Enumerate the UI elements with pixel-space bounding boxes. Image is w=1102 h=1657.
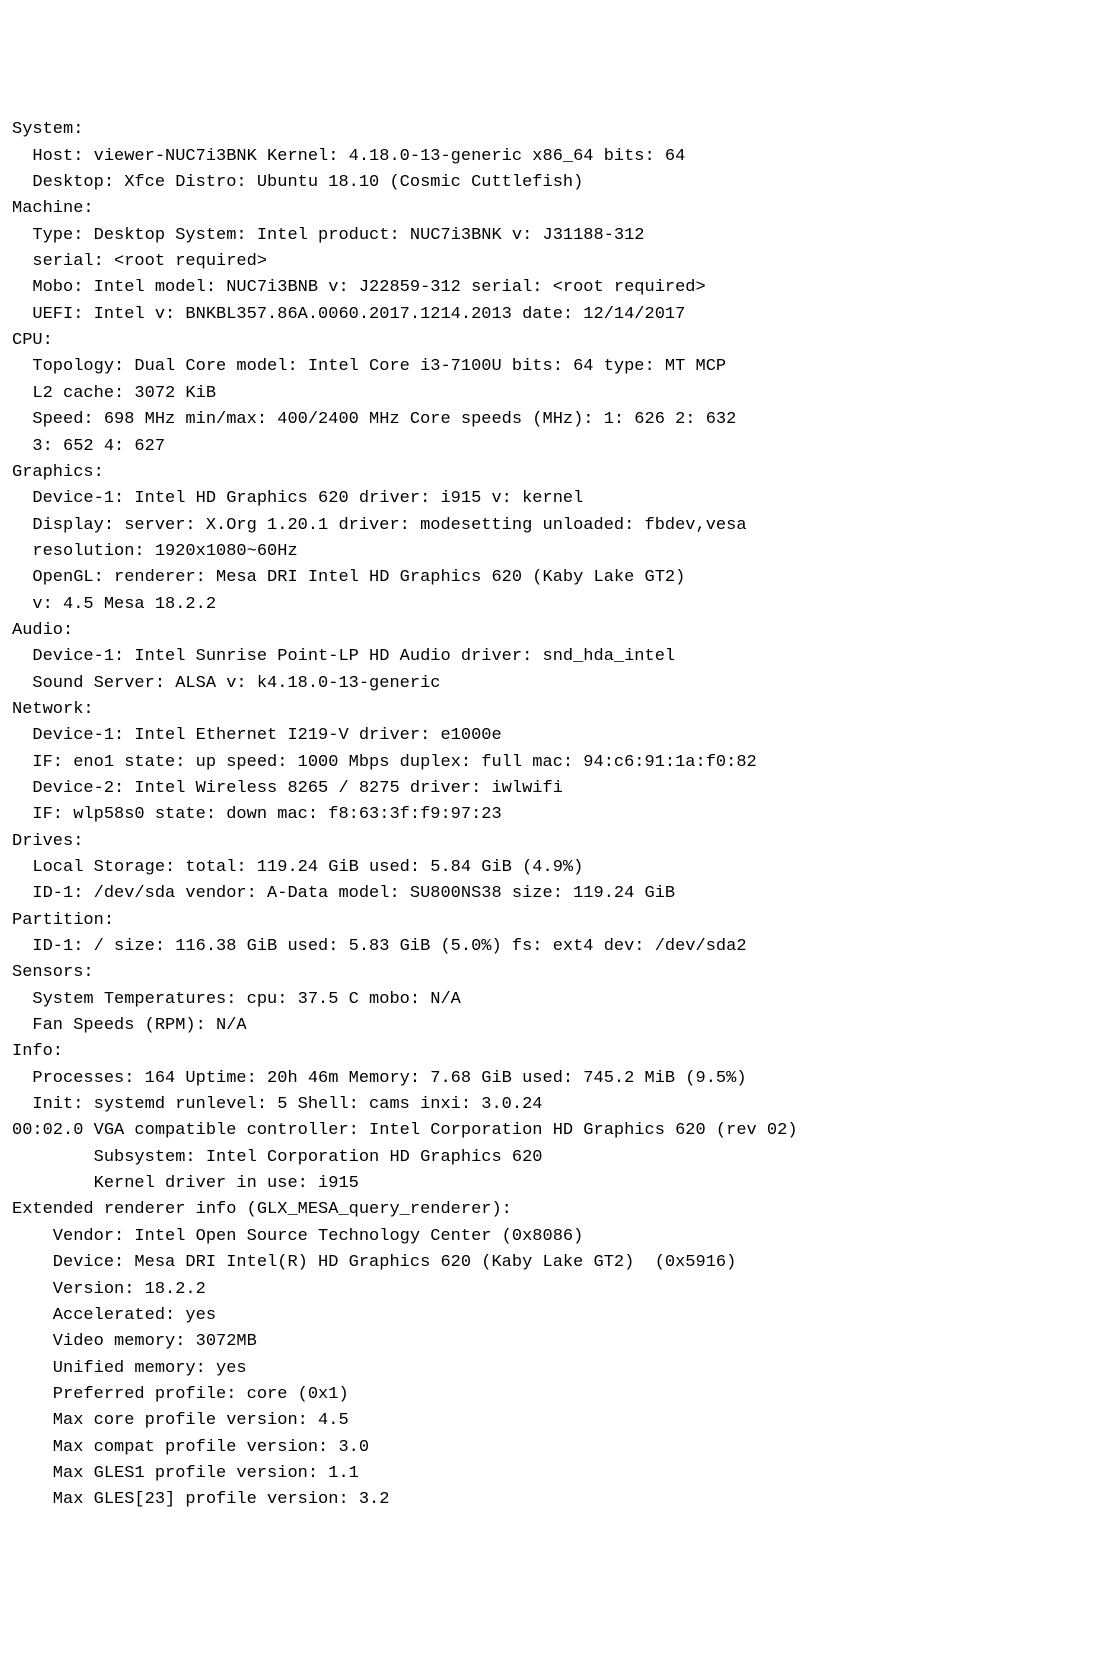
output-line: Type: Desktop System: Intel product: NUC… — [12, 223, 1090, 249]
output-line: Host: viewer-NUC7i3BNK Kernel: 4.18.0-13… — [12, 144, 1090, 170]
output-line: Accelerated: yes — [12, 1303, 1090, 1329]
output-line: System Temperatures: cpu: 37.5 C mobo: N… — [12, 987, 1090, 1013]
output-line: Device-1: Intel Ethernet I219-V driver: … — [12, 723, 1090, 749]
output-line: CPU: — [12, 328, 1090, 354]
output-line: Device-2: Intel Wireless 8265 / 8275 dri… — [12, 776, 1090, 802]
output-line: serial: <root required> — [12, 249, 1090, 275]
output-line: resolution: 1920x1080~60Hz — [12, 539, 1090, 565]
output-line: Extended renderer info (GLX_MESA_query_r… — [12, 1197, 1090, 1223]
output-line: IF: wlp58s0 state: down mac: f8:63:3f:f9… — [12, 802, 1090, 828]
output-line: Audio: — [12, 618, 1090, 644]
output-line: Video memory: 3072MB — [12, 1329, 1090, 1355]
output-line: Vendor: Intel Open Source Technology Cen… — [12, 1224, 1090, 1250]
output-line: Machine: — [12, 196, 1090, 222]
output-line: v: 4.5 Mesa 18.2.2 — [12, 592, 1090, 618]
output-line: UEFI: Intel v: BNKBL357.86A.0060.2017.12… — [12, 302, 1090, 328]
output-line: Mobo: Intel model: NUC7i3BNB v: J22859-3… — [12, 275, 1090, 301]
output-line: Unified memory: yes — [12, 1356, 1090, 1382]
output-line: Max GLES1 profile version: 1.1 — [12, 1461, 1090, 1487]
output-line: Topology: Dual Core model: Intel Core i3… — [12, 354, 1090, 380]
output-line: Kernel driver in use: i915 — [12, 1171, 1090, 1197]
output-line: Preferred profile: core (0x1) — [12, 1382, 1090, 1408]
output-line: ID-1: / size: 116.38 GiB used: 5.83 GiB … — [12, 934, 1090, 960]
output-line: Drives: — [12, 829, 1090, 855]
output-line: 00:02.0 VGA compatible controller: Intel… — [12, 1118, 1090, 1144]
output-line: IF: eno1 state: up speed: 1000 Mbps dupl… — [12, 750, 1090, 776]
output-line: Info: — [12, 1039, 1090, 1065]
output-line: Max core profile version: 4.5 — [12, 1408, 1090, 1434]
output-line: ID-1: /dev/sda vendor: A-Data model: SU8… — [12, 881, 1090, 907]
output-line: Version: 18.2.2 — [12, 1277, 1090, 1303]
output-line: Init: systemd runlevel: 5 Shell: cams in… — [12, 1092, 1090, 1118]
output-line: 3: 652 4: 627 — [12, 434, 1090, 460]
terminal-output: System: Host: viewer-NUC7i3BNK Kernel: 4… — [12, 117, 1090, 1513]
output-line: Sound Server: ALSA v: k4.18.0-13-generic — [12, 671, 1090, 697]
output-line: Local Storage: total: 119.24 GiB used: 5… — [12, 855, 1090, 881]
output-line: Device-1: Intel Sunrise Point-LP HD Audi… — [12, 644, 1090, 670]
output-line: Network: — [12, 697, 1090, 723]
output-line: OpenGL: renderer: Mesa DRI Intel HD Grap… — [12, 565, 1090, 591]
output-line: Speed: 698 MHz min/max: 400/2400 MHz Cor… — [12, 407, 1090, 433]
output-line: Fan Speeds (RPM): N/A — [12, 1013, 1090, 1039]
output-line: Desktop: Xfce Distro: Ubuntu 18.10 (Cosm… — [12, 170, 1090, 196]
output-line: Subsystem: Intel Corporation HD Graphics… — [12, 1145, 1090, 1171]
output-line: Display: server: X.Org 1.20.1 driver: mo… — [12, 513, 1090, 539]
output-line: Processes: 164 Uptime: 20h 46m Memory: 7… — [12, 1066, 1090, 1092]
output-line: L2 cache: 3072 KiB — [12, 381, 1090, 407]
output-line: System: — [12, 117, 1090, 143]
output-line: Max compat profile version: 3.0 — [12, 1435, 1090, 1461]
output-line: Max GLES[23] profile version: 3.2 — [12, 1487, 1090, 1513]
output-line: Sensors: — [12, 960, 1090, 986]
output-line: Device: Mesa DRI Intel(R) HD Graphics 62… — [12, 1250, 1090, 1276]
output-line: Partition: — [12, 908, 1090, 934]
output-line: Device-1: Intel HD Graphics 620 driver: … — [12, 486, 1090, 512]
output-line: Graphics: — [12, 460, 1090, 486]
